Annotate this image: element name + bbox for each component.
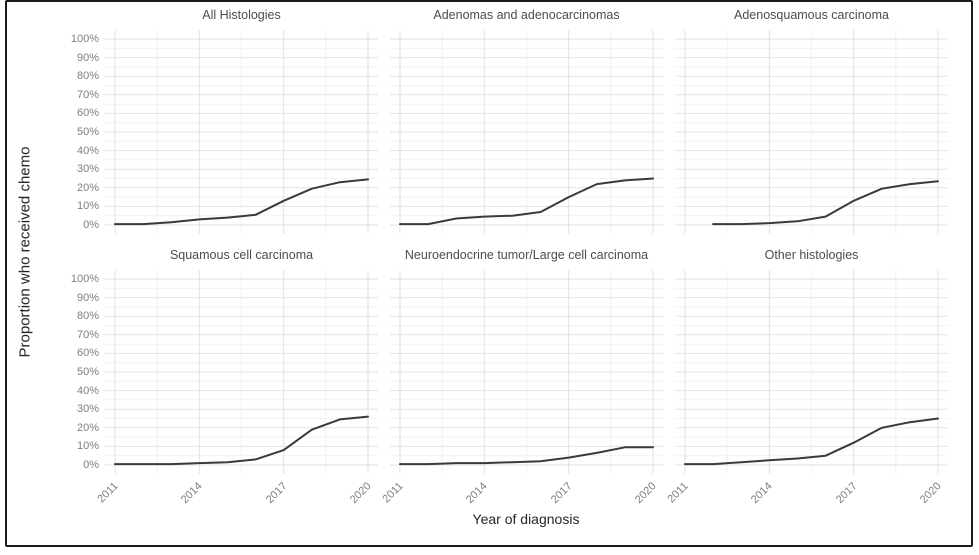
line-chart-plot-area: [390, 270, 663, 474]
trend-line: [684, 417, 939, 466]
panel-title: All Histologies: [202, 8, 281, 22]
line-chart-plot-area: [390, 30, 663, 234]
trend-line: [399, 177, 654, 226]
panel-title: Adenomas and adenocarcinomas: [433, 8, 620, 22]
trend-line: [399, 446, 654, 466]
y-axis-tick-label: 70%: [76, 328, 99, 341]
y-axis-tick-label: 10%: [76, 440, 99, 453]
line-chart-plot-area: [105, 270, 378, 474]
x-axis-tick-label: 2011: [95, 480, 121, 506]
y-axis-tick-label: 20%: [76, 181, 99, 194]
y-axis-tick-label: 70%: [76, 88, 99, 101]
y-axis-tick-label: 50%: [76, 126, 99, 138]
x-axis-tick-label: 2014: [749, 480, 775, 506]
y-axis-tick-label: 80%: [76, 310, 99, 323]
y-axis-tick-label: 30%: [76, 163, 99, 176]
line-chart-plot-area: [675, 30, 948, 234]
y-axis-tick-label: 20%: [76, 421, 99, 434]
panel-title: Neuroendocrine tumor/Large cell carcinom…: [404, 248, 649, 262]
x-axis-tick-label: 2017: [263, 480, 290, 506]
y-axis-tick-label: 50%: [76, 366, 99, 378]
line-chart-plot-area: [105, 30, 378, 234]
panel-all-histologies: All Histologies: [105, 8, 378, 234]
y-axis-tick-label: 100%: [70, 33, 99, 45]
panel-adenomas-and-adenocarcinomas: Adenomas and adenocarcinomas: [390, 8, 663, 234]
panel-squamous-cell-carcinoma: Squamous cell carcinoma: [105, 248, 378, 474]
panel-title: Squamous cell carcinoma: [169, 248, 314, 262]
y-axis-tick-label: 0%: [83, 219, 99, 231]
trend-line: [114, 178, 369, 226]
panel-title: Other histologies: [764, 248, 859, 262]
line-chart-plot-area: [675, 270, 948, 474]
x-axis-tick-label: 2017: [833, 480, 860, 506]
trend-line: [114, 415, 369, 466]
x-axis-title: Year of diagnosis: [472, 511, 580, 527]
y-axis-tick-label: 40%: [76, 384, 99, 397]
y-axis-tick-label: 90%: [76, 291, 99, 304]
y-axis-tick-label: 90%: [76, 51, 99, 64]
y-axis-title: Proportion who received chemo: [16, 146, 34, 358]
panel-adenosquamous-carcinoma: Adenosquamous carcinoma: [675, 8, 948, 234]
panel-other-histologies: Other histologies: [675, 248, 948, 474]
y-axis-tick-label: 0%: [83, 459, 99, 471]
y-axis-tick-label: 40%: [76, 144, 99, 157]
y-axis-tick-label: 60%: [76, 107, 99, 120]
y-axis-tick-label: 30%: [76, 403, 99, 416]
y-axis-tick-label: 100%: [70, 273, 99, 285]
y-axis-tick-label: 80%: [76, 70, 99, 83]
x-axis-tick-label: 2014: [179, 480, 205, 506]
trend-line: [712, 180, 939, 226]
y-axis-tick-label: 60%: [76, 347, 99, 360]
x-axis-tick-label: 2020: [917, 480, 944, 506]
y-axis-tick-label: 10%: [76, 200, 99, 213]
panel-title: Adenosquamous carcinoma: [734, 8, 889, 22]
panel-neuroendocrine-large-cell: Neuroendocrine tumor/Large cell carcinom…: [390, 248, 663, 474]
